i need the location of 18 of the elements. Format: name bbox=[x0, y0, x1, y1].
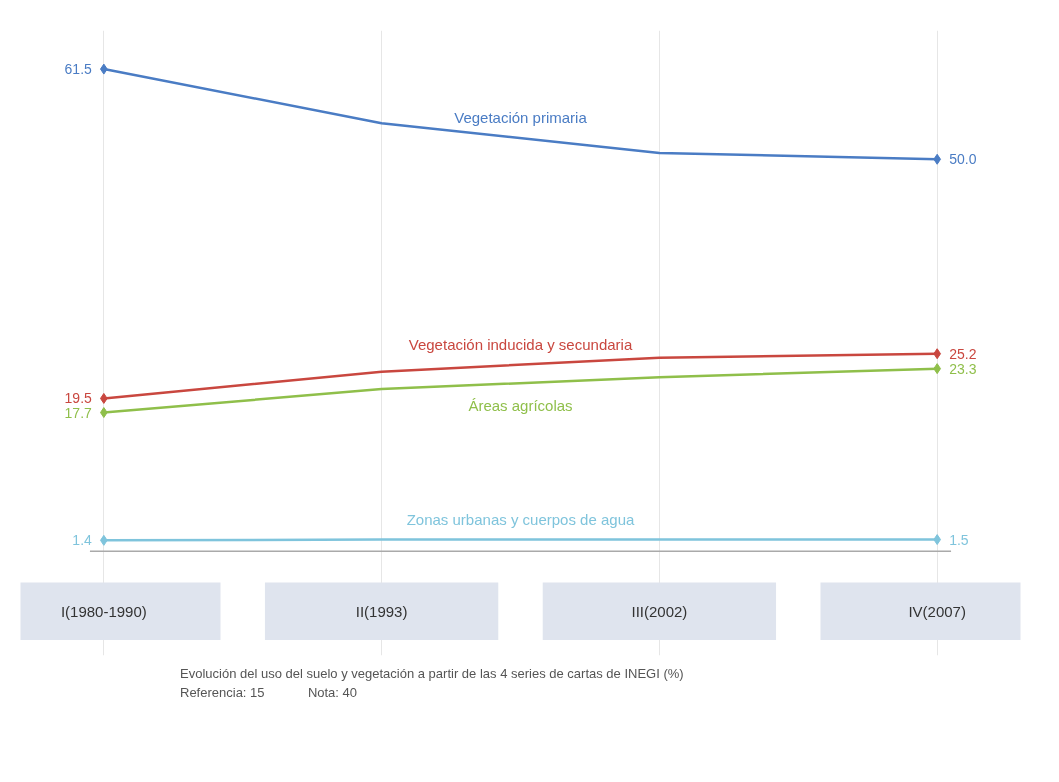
data-label: 1.4 bbox=[72, 532, 93, 549]
data-label: 1.5 bbox=[949, 531, 969, 548]
text: Referencia: 15 Nota: 40 bbox=[180, 684, 358, 700]
series-label: Vegetación inducida y secundaria bbox=[408, 335, 633, 353]
x-tick-label: I(1980-1990) bbox=[60, 602, 147, 620]
series-label: Áreas agrícolas bbox=[468, 397, 573, 415]
data-label: 25.2 bbox=[949, 345, 977, 362]
series-label: Zonas urbanas y cuerpos de agua bbox=[406, 510, 635, 528]
series-label: Vegetación primaria bbox=[454, 109, 588, 127]
data-label: 17.7 bbox=[64, 404, 93, 421]
x-tick-label: III(2002) bbox=[631, 602, 688, 620]
x-tick-label: IV(2007) bbox=[908, 602, 966, 620]
data-label: 19.5 bbox=[64, 390, 93, 407]
x-tick-label: II(1993) bbox=[355, 602, 408, 620]
text: Evolución del uso del suelo y vegetación a partir de las 4 series de cartas de INEGI (%) bbox=[180, 666, 684, 681]
data-label: 50.0 bbox=[949, 151, 977, 168]
data-label: 23.3 bbox=[949, 360, 977, 377]
data-label: 61.5 bbox=[64, 61, 93, 78]
